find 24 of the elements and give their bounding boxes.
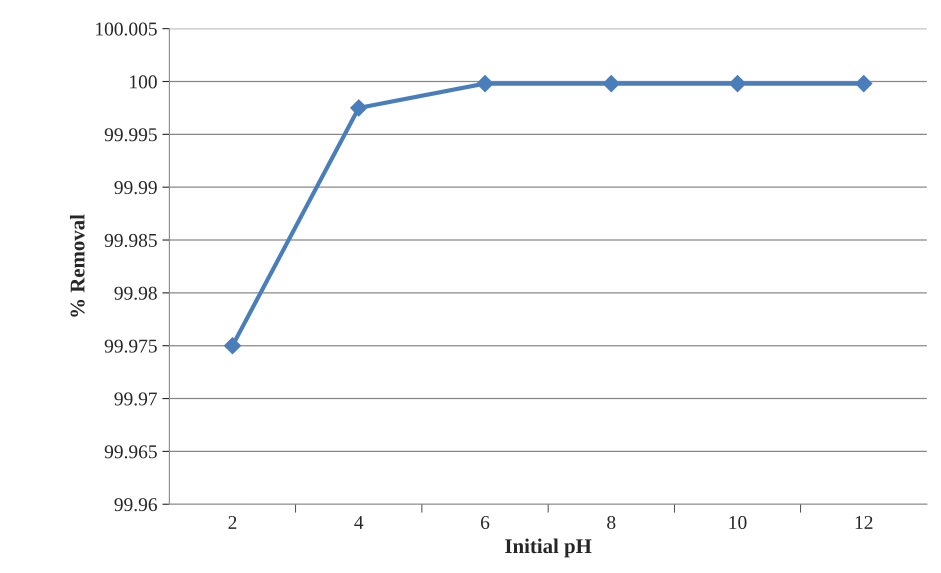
- y-tick-label: 99.99: [114, 181, 157, 194]
- x-tick-label: 12: [856, 516, 872, 529]
- y-tick-label: 99.98: [114, 286, 157, 300]
- y-tick-label: 100.005: [96, 22, 157, 36]
- point: [728, 75, 746, 92]
- y-tick-label: 99.96: [114, 498, 157, 512]
- point: [350, 99, 368, 116]
- y-tick-label: 100: [130, 75, 157, 88]
- y-tick-label: 99.965: [104, 445, 157, 458]
- point: [476, 75, 494, 92]
- y-tick-label: 99.985: [104, 234, 157, 248]
- y-tick-label: 99.995: [104, 128, 157, 142]
- x-tick-label: 8: [607, 516, 616, 530]
- x-tick-label: 4: [354, 516, 364, 529]
- x-axis-title: Initial pH: [505, 538, 592, 558]
- point: [602, 75, 620, 92]
- y-axis-title: % Removal: [70, 214, 85, 317]
- y-tick-label: 99.975: [104, 340, 157, 353]
- y-tick-label: 99.97: [114, 392, 158, 406]
- point: [855, 75, 872, 92]
- x-tick-label: 2: [228, 516, 236, 529]
- x-tick-label: 6: [480, 516, 490, 530]
- point: [224, 337, 242, 354]
- x-tick-label: 10: [729, 516, 746, 530]
